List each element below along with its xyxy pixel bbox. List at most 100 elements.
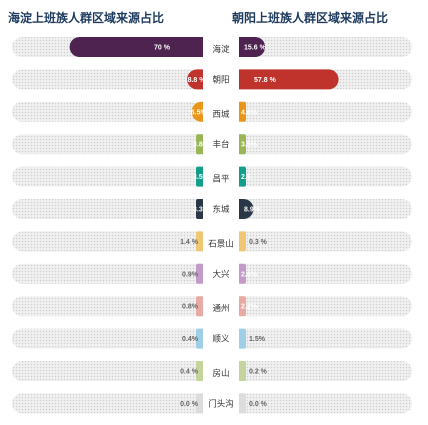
category-gap <box>203 359 239 383</box>
left-track <box>12 328 204 349</box>
right-bar <box>238 296 246 317</box>
left-value-label: 0.4% <box>182 336 199 343</box>
left-value-label: 3.8% <box>193 142 210 149</box>
left-track <box>12 69 204 90</box>
right-track <box>238 263 412 284</box>
right-track <box>238 199 412 219</box>
left-value-label: 3.5% <box>193 174 210 181</box>
left-bar <box>191 101 204 122</box>
right-bar <box>238 101 247 122</box>
category-gap <box>203 391 239 416</box>
right-value-label: 0.3 % <box>249 239 268 246</box>
left-bar <box>196 134 204 155</box>
category-label: 顺义 <box>212 334 230 344</box>
left-value-label: 0.9% <box>182 271 199 278</box>
left-value-label: 0.4 % <box>180 369 199 376</box>
right-value-label: 0.2 % <box>249 369 268 376</box>
right-track <box>238 231 412 252</box>
left-value-label: 0.8% <box>182 304 199 311</box>
left-track <box>12 296 204 317</box>
right-track <box>238 393 412 414</box>
right-value-label: 3.5% <box>241 142 258 149</box>
right-value-label: 2.5 <box>241 174 251 181</box>
category-gap <box>203 67 239 92</box>
right-track <box>238 328 412 349</box>
left-track <box>12 134 204 155</box>
label-group: 70 % 15.6 % 海淀 8.8 % 57.8 % 朝阳 6.5% 4.6% 西城 3.8% 3… <box>154 44 277 408</box>
left-track <box>12 393 204 414</box>
bar-group <box>69 35 339 416</box>
category-gap <box>203 326 239 351</box>
left-bar <box>187 69 204 90</box>
left-track <box>12 166 204 187</box>
category-gap <box>203 229 239 254</box>
left-chart-title: 海淀上班族人群区域来源占比 <box>8 10 164 25</box>
left-bar <box>196 231 204 252</box>
right-bar <box>238 166 246 187</box>
left-bar <box>196 166 204 187</box>
left-track <box>12 263 204 284</box>
left-track <box>12 101 204 122</box>
right-value-label: 15.6 % <box>244 45 267 52</box>
right-track <box>238 296 412 317</box>
right-track <box>238 166 412 187</box>
right-value-label: 2.6% <box>241 271 258 278</box>
left-bar <box>196 263 204 284</box>
right-track <box>238 101 412 122</box>
right-track <box>238 361 412 381</box>
left-value-label: 0.0 % <box>180 401 199 408</box>
right-value-label: 57.8 % <box>254 77 277 84</box>
category-gap <box>203 197 239 221</box>
right-value-label: 0.0 % <box>249 401 268 408</box>
right-track <box>238 134 412 155</box>
category-gap <box>203 294 239 319</box>
right-value-label: 2.2% <box>241 304 258 311</box>
category-gap <box>203 164 239 189</box>
right-bar <box>238 361 246 381</box>
left-bar <box>196 393 204 414</box>
left-value-label: 8.8 % <box>188 77 207 84</box>
category-label: 大兴 <box>212 269 230 279</box>
left-bar <box>196 199 204 219</box>
left-value-label: 6.5% <box>191 109 208 116</box>
category-label: 石景山 <box>208 238 234 248</box>
category-label: 门头沟 <box>208 398 234 408</box>
right-bar <box>238 328 246 349</box>
left-bar <box>196 361 204 381</box>
left-bar <box>196 328 204 349</box>
left-track <box>12 361 204 381</box>
left-track <box>12 231 204 252</box>
category-label: 通州 <box>212 303 229 313</box>
category-label: 朝阳 <box>212 74 229 84</box>
category-gap <box>203 132 239 157</box>
category-label: 丰台 <box>212 139 229 149</box>
left-value-label: 70 % <box>154 45 171 52</box>
category-gap <box>203 35 239 59</box>
left-track <box>12 199 204 219</box>
category-label: 昌平 <box>212 174 230 184</box>
right-bar <box>238 199 254 219</box>
right-value-label: 1.5% <box>249 336 266 343</box>
left-value-label: 1.4 % <box>180 239 199 246</box>
right-bar <box>238 231 246 252</box>
left-bar <box>69 37 204 57</box>
left-value-label: 3.3% <box>193 207 210 214</box>
right-bar <box>238 134 246 155</box>
right-value-label: 8.9% <box>244 207 261 214</box>
right-bar <box>238 69 339 90</box>
category-label: 房山 <box>212 368 229 378</box>
category-label: 西城 <box>212 109 230 119</box>
category-gap <box>203 261 239 286</box>
right-track <box>238 37 412 57</box>
category-label: 海淀 <box>212 44 230 54</box>
track-group <box>12 37 412 414</box>
right-value-label: 4.6% <box>241 109 258 116</box>
category-gap <box>203 99 239 124</box>
category-label: 东城 <box>212 204 230 214</box>
right-chart-title: 朝阳上班族人群区域来源占比 <box>232 10 388 25</box>
right-bar <box>238 263 246 284</box>
right-bar <box>238 37 266 57</box>
right-bar <box>238 393 246 414</box>
left-bar <box>196 296 204 317</box>
